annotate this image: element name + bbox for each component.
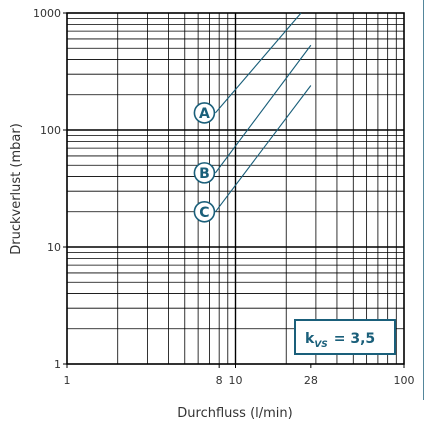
kvs-label: kVS = 3,5: [305, 331, 375, 350]
x-tick-label: 100: [394, 374, 415, 387]
series-marker-b: [193, 162, 216, 184]
tick-labels: 1 8 10 28 100 1 10 100 1000: [33, 7, 415, 387]
x-tick-label: 28: [304, 374, 318, 387]
y-tick-label: 10: [47, 241, 61, 254]
series-line-a: [214, 12, 302, 114]
y-tick-label: 1000: [33, 7, 61, 20]
kvs-value: = 3,5: [334, 331, 375, 347]
x-tick-label: 10: [229, 374, 243, 387]
series-layer: A B C: [193, 12, 312, 223]
x-axis-title: Durchfluss (l/min): [177, 406, 292, 421]
y-tick-label: 100: [40, 124, 61, 137]
y-axis-title: Druckverlust (mbar): [9, 123, 24, 255]
x-tick-label: 1: [64, 374, 71, 387]
series-marker-c: [193, 200, 216, 223]
grid: [67, 13, 404, 364]
kvs-k: k: [305, 331, 315, 347]
series-label-a: A: [199, 106, 210, 122]
series-line-c: [214, 85, 312, 213]
series-marker-a: [193, 102, 216, 124]
x-tick-label: 8: [216, 374, 223, 387]
kvs-box-frame: [294, 319, 396, 355]
kvs-box: kVS = 3,5: [294, 319, 396, 355]
y-tick-label: 1: [54, 358, 61, 371]
series-label-c: C: [199, 205, 209, 221]
series-line-b: [214, 44, 312, 174]
series-label-b: B: [199, 166, 210, 182]
kvs-subscript: VS: [314, 340, 327, 350]
